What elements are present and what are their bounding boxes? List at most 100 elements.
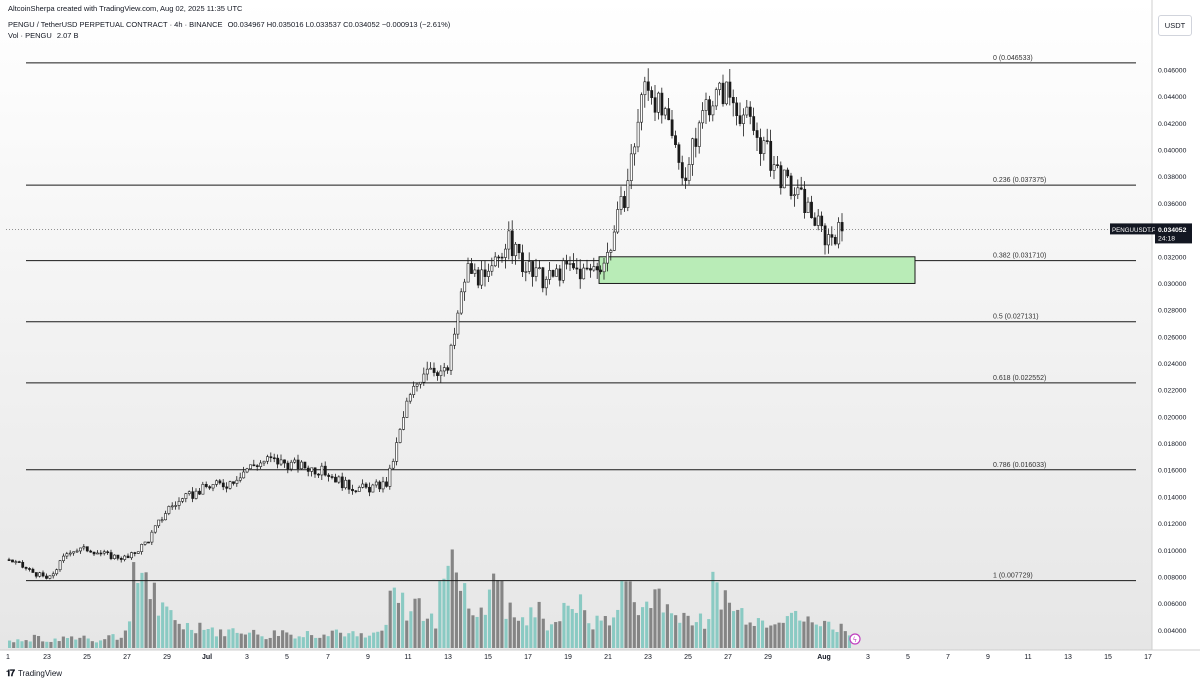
candle-body <box>259 462 263 467</box>
candle-body <box>691 138 694 165</box>
candle-body <box>765 140 769 142</box>
candle-body <box>249 464 252 470</box>
currency-unit-button[interactable]: USDT <box>1158 15 1192 36</box>
volume-bar <box>657 588 661 648</box>
time-tick-label: 11 <box>1024 654 1031 661</box>
volume-bar <box>32 634 36 648</box>
candle-body <box>459 291 463 314</box>
price-tick-label: 0.008000 <box>1158 574 1187 581</box>
time-tick-label: 17 <box>524 654 532 661</box>
volume-bar <box>475 616 479 648</box>
time-tick-label: 29 <box>764 654 772 661</box>
candle-body <box>116 554 120 559</box>
candle-body <box>221 482 225 488</box>
volume-bar <box>521 617 525 648</box>
volume-bar <box>765 627 769 648</box>
symbol-title[interactable]: PENGU / TetherUSD PERPETUAL CONTRACT · 4… <box>8 20 223 29</box>
candle-body <box>799 187 803 190</box>
volume-bar <box>831 629 835 648</box>
volume-bar <box>338 632 343 648</box>
candle-body <box>269 456 273 459</box>
candle-body <box>684 177 688 181</box>
price-tick-label: 0.018000 <box>1158 441 1187 448</box>
volume-bar <box>74 639 78 648</box>
candle-body <box>354 490 358 493</box>
candle-body <box>697 122 701 147</box>
candle-body <box>595 266 599 271</box>
footer-brand[interactable]: TradingView <box>18 669 63 678</box>
candle-body <box>531 261 535 277</box>
tradingview-logo-icon[interactable]: 𝟏𝟕 <box>6 668 15 678</box>
volume-bar <box>661 612 665 648</box>
volume-bar <box>736 609 740 648</box>
volume-bar <box>276 636 281 648</box>
candle-body <box>653 97 657 113</box>
volume-bar <box>591 629 595 648</box>
volume-bar <box>61 636 65 648</box>
candle-body <box>558 268 562 281</box>
volume-bar <box>401 592 405 648</box>
volume-legend: Vol · PENGU 2.07 B <box>8 31 82 40</box>
volume-bar <box>235 632 239 648</box>
candle-body <box>776 164 779 166</box>
volume-bar <box>686 615 690 648</box>
volume-bar <box>798 620 802 648</box>
candle-body <box>306 467 310 472</box>
price-tick-label: 0.012000 <box>1158 521 1187 528</box>
candle-body <box>334 476 337 483</box>
price-tick-label: 0.032000 <box>1158 254 1187 261</box>
flash-alert-icon[interactable] <box>849 633 861 645</box>
volume-bar <box>99 640 103 648</box>
candle-body <box>272 457 276 460</box>
price-tick-label: 0.016000 <box>1158 468 1187 475</box>
support-zone <box>598 256 916 284</box>
volume-bar <box>463 583 467 648</box>
volume-bar <box>711 571 715 648</box>
candle-body <box>218 480 222 484</box>
candle-body <box>102 551 106 554</box>
volume-bar <box>562 602 566 648</box>
price-tick-label: 0.020000 <box>1158 414 1187 421</box>
fib-label: 0.5 (0.027131) <box>993 314 1039 321</box>
volume-bar <box>45 641 49 648</box>
candle-body <box>555 268 558 277</box>
symbol-tag[interactable] <box>1110 223 1155 235</box>
candle-body <box>527 261 531 272</box>
last-price-badge[interactable] <box>1155 223 1192 244</box>
candle-body <box>728 81 732 98</box>
volume-bar <box>632 602 636 648</box>
candle-body <box>79 547 82 552</box>
candle-body <box>738 115 742 124</box>
volume-bar <box>620 581 624 648</box>
candle-body <box>578 268 582 280</box>
candle-body <box>650 90 654 98</box>
volume-bar <box>607 625 612 648</box>
volume-bar <box>417 598 421 648</box>
volume-bar <box>603 616 607 648</box>
time-tick-label: 19 <box>564 654 572 661</box>
candle-body <box>548 270 552 280</box>
volume-bar <box>781 622 785 648</box>
price-tick-label: 0.040000 <box>1158 148 1187 155</box>
price-tick-label: 0.036000 <box>1158 201 1187 208</box>
volume-bar <box>355 636 359 648</box>
volume-bar <box>367 635 372 648</box>
time-tick-label: 23 <box>644 654 652 661</box>
support-zone-rect[interactable] <box>598 256 916 284</box>
volume-bar <box>78 637 82 648</box>
candle-body <box>388 467 392 487</box>
volume-bar <box>231 628 235 648</box>
candle-body <box>245 468 249 473</box>
candle-body <box>232 481 235 484</box>
volume-label[interactable]: Vol · PENGU <box>8 31 52 40</box>
time-tick-label: Jul <box>202 654 212 661</box>
volume-bar <box>115 639 119 648</box>
volume-bar <box>645 601 649 648</box>
candle-body <box>473 269 477 274</box>
volume-bar <box>425 618 429 648</box>
candle-body <box>48 575 52 579</box>
flash-bolt-icon: ϟ <box>853 636 858 644</box>
volume-bar <box>392 587 396 648</box>
candle-body <box>670 119 674 136</box>
